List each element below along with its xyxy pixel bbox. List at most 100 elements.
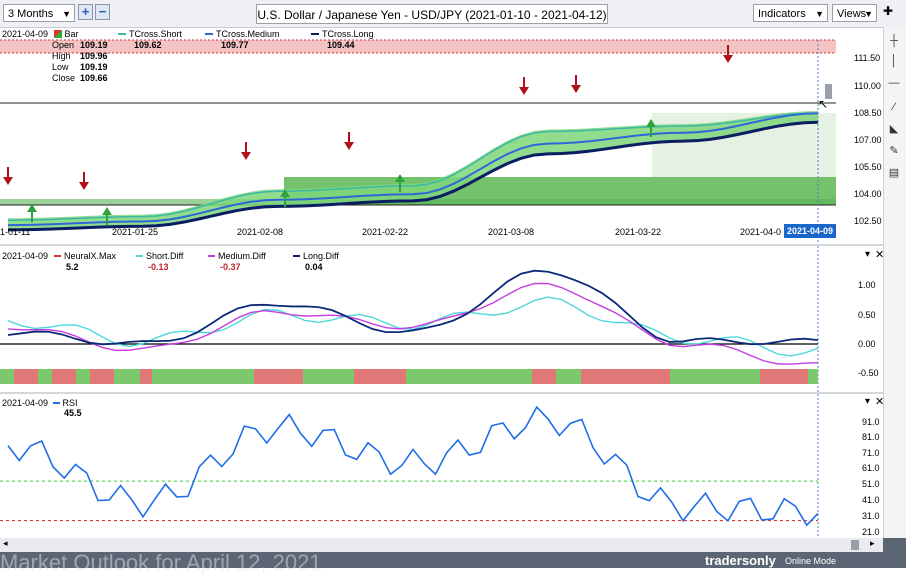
neural-value-3: 0.04 (305, 262, 323, 272)
ohlc-value: 109.19 (80, 62, 108, 72)
buy-arrow-icon (395, 174, 405, 182)
sell-arrow-icon (3, 177, 13, 185)
bar-legend: Bar (54, 29, 79, 39)
price-y-tick: 108.50 (854, 108, 882, 118)
neural-signal-bar (114, 369, 140, 384)
neural-legend-2: Medium.Diff (208, 251, 266, 261)
series-swatch (293, 255, 300, 257)
panel-menu-icon[interactable]: ▾ (865, 396, 871, 407)
sell-arrow-icon (344, 142, 354, 150)
neural-signal-bar (76, 369, 90, 384)
series-swatch (205, 33, 213, 35)
marker-icon[interactable]: ◣ (889, 123, 899, 135)
drawing-toolbar: ┼ │ — ⁄ ◣ ✎ ▤ (883, 27, 906, 538)
crosshair-icon[interactable]: ┼ (890, 35, 898, 47)
price-x-tick: 2021-04-0 (740, 227, 782, 237)
neural-signal-bar (152, 369, 254, 384)
price-y-tick: 111.50 (854, 53, 881, 63)
rsi-y-tick: 51.0 (862, 479, 880, 489)
ohlc-value: 109.96 (80, 51, 108, 61)
buy-arrow-icon (646, 119, 656, 127)
close-icon[interactable]: ✕ (875, 396, 885, 408)
rsi-legend: RSI (53, 398, 78, 408)
series-legend-0: TCross.Short (118, 29, 182, 39)
series-line-tcross-medium (7, 112, 819, 227)
series-swatch (208, 255, 215, 257)
series-value-1: 109.77 (221, 40, 249, 50)
neural-legend-3: Long.Diff (293, 251, 339, 261)
neural-signal-bar (303, 369, 354, 384)
ohlc-label: Open (52, 40, 75, 50)
horizontal-scrollbar[interactable]: ◂ ▸ (0, 538, 883, 552)
sell-arrow-icon (519, 87, 529, 95)
neural-signal-bar (52, 369, 76, 384)
neural-date: 2021-04-09 (2, 251, 49, 261)
series-line-rsi (7, 405, 819, 527)
panel-divider[interactable] (0, 392, 883, 394)
neural-signal-bar (532, 369, 556, 384)
resistance-zone (0, 40, 836, 53)
neural-y-tick: 1.00 (858, 280, 876, 290)
price-y-tick: 110.00 (854, 81, 881, 91)
neural-signal-bar (581, 369, 670, 384)
period-label: 3 Months (8, 8, 54, 20)
views-label: Views (837, 8, 867, 20)
rsi-y-tick: 71.0 (862, 448, 880, 458)
watermark-text: Market Outlook for April 12, 2021 (0, 550, 322, 575)
price-y-tick: 105.50 (854, 162, 882, 172)
neural-y-tick: 0.00 (858, 339, 876, 349)
horizontal-line-icon[interactable]: — (888, 77, 900, 89)
neural-signal-bar (254, 369, 303, 384)
pin-icon[interactable]: ✚ (883, 4, 894, 18)
panel-menu-icon[interactable]: ▾ (865, 249, 871, 260)
neural-signal-bar (760, 369, 808, 384)
zoom-out-button[interactable]: − (95, 4, 110, 20)
price-date: 2021-04-09 (2, 29, 49, 39)
neural-legend-0: NeuralX.Max (54, 251, 116, 261)
views-button[interactable]: Views ▼ (832, 4, 877, 22)
settings-tool-icon[interactable]: ▤ (888, 167, 900, 179)
series-swatch (136, 255, 143, 257)
rsi-chart[interactable] (0, 394, 883, 538)
scroll-handle[interactable] (825, 84, 832, 99)
ohlc-label: Low (52, 62, 69, 72)
neural-y-tick: 0.50 (858, 310, 876, 320)
ohlc-close: Close 109.66 (52, 73, 108, 83)
neural-legend-1: Short.Diff (136, 251, 183, 261)
scroll-thumb[interactable] (851, 540, 859, 550)
neural-signal-bar (354, 369, 406, 384)
vertical-line-icon[interactable]: │ (890, 55, 898, 67)
series-line-tcross-short (7, 112, 819, 222)
neural-signal-bar (14, 369, 38, 384)
price-y-tick: 102.50 (854, 216, 882, 226)
indicators-button[interactable]: Indicators ▼ (753, 4, 828, 22)
ohlc-value: 109.66 (80, 73, 108, 83)
scroll-left-icon[interactable]: ◂ (3, 538, 8, 548)
chevron-down-icon: ▼ (62, 9, 71, 19)
zoom-in-button[interactable]: + (78, 4, 93, 20)
neural-value-0: 5.2 (66, 262, 79, 272)
price-x-tick: 2021-03-22 (615, 227, 662, 237)
scroll-right-icon[interactable]: ▸ (870, 538, 875, 548)
series-name: TCross.Medium (216, 29, 280, 39)
price-x-tick: 2021-02-08 (237, 227, 284, 237)
cursor-icon: ↖ (818, 97, 829, 111)
series-swatch (54, 255, 61, 257)
series-line-long-diff (7, 269, 819, 346)
mode-label: Online Mode (785, 556, 837, 566)
series-name: TCross.Long (322, 29, 374, 39)
neuralx-chart[interactable] (0, 246, 883, 392)
rsi-y-tick: 41.0 (862, 495, 880, 505)
period-select[interactable]: 3 Months ▼ (3, 4, 75, 22)
price-x-tick: 1-01-11 (0, 227, 31, 237)
rsi-y-tick: 31.0 (862, 511, 880, 521)
panel-divider[interactable] (0, 244, 883, 246)
support-zone (0, 199, 836, 205)
neural-signal-bar (406, 369, 532, 384)
price-chart[interactable] (0, 27, 883, 244)
trend-line-icon[interactable]: ⁄ (893, 101, 895, 113)
series-value-0: 109.62 (134, 40, 162, 50)
text-tool-icon[interactable]: ✎ (889, 145, 899, 157)
rsi-y-tick: 91.0 (862, 417, 880, 427)
close-icon[interactable]: ✕ (875, 249, 885, 261)
